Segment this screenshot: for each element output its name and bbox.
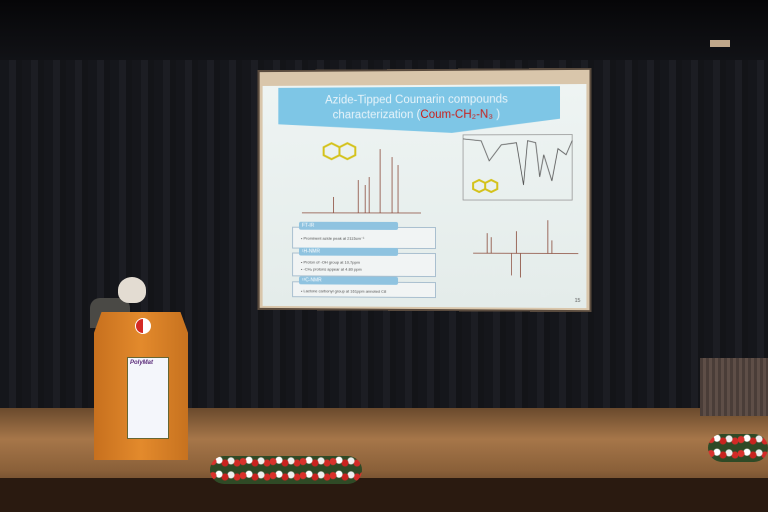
speaker-head <box>118 277 146 303</box>
c-nmr-section: ¹³C-NMR • Lactone carbonyl group at 161p… <box>292 276 437 299</box>
c13-nmr-spectrum <box>473 220 578 278</box>
presentation-slide: Azide-Tipped Coumarin compounds characte… <box>262 84 587 309</box>
h-nmr-section: ¹H-NMR • Proton of -OH group at 10,7ppm … <box>292 247 437 278</box>
spectra-figures <box>263 84 587 308</box>
ft-ir-section: FT-IR • Prominent azide peak at 2115cm⁻¹ <box>292 221 437 250</box>
slide-page-number: 15 <box>574 297 581 305</box>
projection-screen: Azide-Tipped Coumarin compounds characte… <box>257 67 592 313</box>
university-logo <box>135 318 151 334</box>
nmr-spectrum-1 <box>302 149 421 213</box>
ceiling-light <box>710 40 730 47</box>
molecule-structure-2 <box>473 180 497 192</box>
conference-logo: PolyMat <box>130 360 154 366</box>
stage-edge <box>0 478 768 512</box>
molecule-structure-1 <box>324 143 356 159</box>
draped-table <box>700 358 768 416</box>
ceiling <box>0 0 768 60</box>
flower-arrangement <box>708 434 768 462</box>
flower-arrangement <box>210 456 362 484</box>
podium: PolyMat <box>94 312 188 460</box>
ir-spectrum <box>463 135 572 201</box>
podium-display: PolyMat <box>127 357 169 439</box>
